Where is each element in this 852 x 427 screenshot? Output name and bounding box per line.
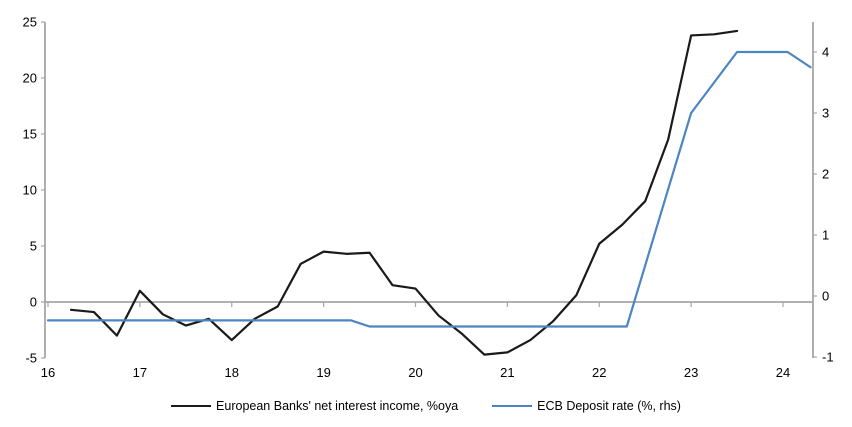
- nii-line-swatch: [171, 405, 212, 407]
- right-axis-tick-label: -1: [822, 350, 834, 365]
- x-axis-tick-label: 18: [225, 365, 239, 380]
- right-axis-tick-label: 1: [822, 228, 829, 243]
- right-axis-tick-label: 3: [822, 106, 829, 121]
- legend-item-ecb: ECB Deposit rate (%, rhs): [492, 400, 681, 413]
- chart-legend: European Banks' net interest income, %oy…: [0, 393, 852, 419]
- nii-line: [69, 29, 739, 356]
- left-axis-tick-label: 0: [30, 295, 37, 310]
- x-axis-tick-label: 17: [133, 365, 147, 380]
- x-axis-tick-label: 19: [316, 365, 330, 380]
- nii-legend-label: European Banks' net interest income, %oy…: [216, 398, 459, 413]
- x-axis-tick-label: 24: [776, 365, 790, 380]
- right-axis-tick-label: 0: [822, 289, 829, 304]
- x-axis-tick-label: 21: [500, 365, 514, 380]
- x-axis-tick-label: 20: [408, 365, 422, 380]
- ecb-line-swatch: [492, 405, 533, 407]
- left-axis-tick-label: 5: [30, 239, 37, 254]
- left-axis-tick-label: 25: [23, 15, 37, 30]
- left-axis-tick-label: -5: [25, 351, 37, 366]
- left-axis-tick-label: 15: [23, 127, 37, 142]
- x-axis-tick-label: 22: [592, 365, 606, 380]
- left-axis-tick-label: 10: [23, 183, 37, 198]
- right-axis-tick-label: 4: [822, 45, 829, 60]
- left-axis-tick-label: 20: [23, 71, 37, 86]
- legend-item-nii: European Banks' net interest income, %oy…: [171, 400, 458, 413]
- x-axis-tick-label: 16: [41, 365, 55, 380]
- ecb-legend-label: ECB Deposit rate (%, rhs): [537, 398, 681, 413]
- ecb-line: [46, 50, 812, 328]
- x-axis-tick-label: 23: [684, 365, 698, 380]
- right-axis-tick-label: 2: [822, 167, 829, 182]
